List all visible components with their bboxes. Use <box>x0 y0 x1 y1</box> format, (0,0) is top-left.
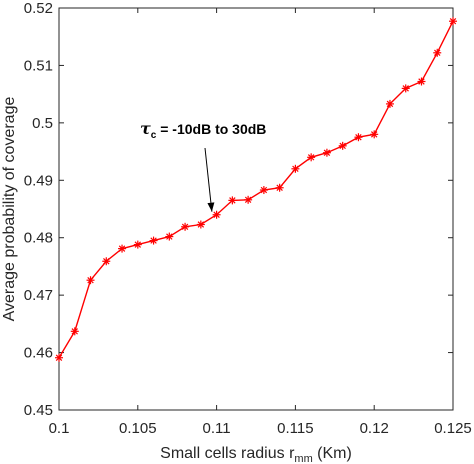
data-point-marker <box>401 84 410 93</box>
data-point-marker <box>433 48 442 57</box>
x-tick-label: 0.125 <box>434 420 472 437</box>
x-axis-label-subscript: mm <box>294 453 312 464</box>
data-point-marker <box>244 195 253 204</box>
x-tick-label: 0.1 <box>49 420 70 437</box>
x-axis-label: Small cells radius rmm (Km) <box>160 445 352 464</box>
x-tick-label: 0.11 <box>203 420 231 437</box>
series-line <box>58 20 454 359</box>
y-tick-label: 0.47 <box>24 287 53 304</box>
data-point-marker <box>307 153 316 162</box>
series-group <box>55 17 457 362</box>
y-tick-label: 0.46 <box>24 345 53 362</box>
y-tick-label: 0.45 <box>24 402 53 419</box>
axes-box <box>58 7 454 411</box>
data-point-marker <box>165 232 174 241</box>
data-point-marker <box>417 77 426 86</box>
data-point-marker <box>259 186 268 195</box>
data-point-marker <box>196 220 205 229</box>
data-point-marker <box>338 141 347 150</box>
data-point-marker <box>149 236 158 245</box>
data-point-marker <box>55 353 63 362</box>
data-point-marker <box>354 133 363 142</box>
data-point-marker <box>228 196 237 205</box>
annotation-arrow-line <box>204 147 213 212</box>
y-axis-ticks: 0.45 0.46 0.47 0.48 0.49 0.5 0.51 0.52 <box>24 0 453 419</box>
data-point-marker <box>291 164 300 173</box>
data-point-marker <box>449 17 457 26</box>
y-axis-label: Average probability of coverage <box>1 97 18 322</box>
data-point-marker <box>322 148 331 157</box>
x-tick-label: 0.12 <box>360 420 389 437</box>
y-tick-label: 0.5 <box>32 115 53 132</box>
data-point-marker <box>370 130 379 139</box>
data-point-marker <box>212 210 221 219</box>
x-axis-ticks: 0.1 0.105 0.11 0.115 0.12 0.125 <box>49 8 472 437</box>
x-tick-label: 0.105 <box>119 420 157 437</box>
data-point-marker <box>86 276 95 285</box>
x-tick-label: 0.115 <box>277 420 313 437</box>
data-point-marker <box>385 99 394 108</box>
annotation-label: τc = -10dB to 30dB <box>140 119 266 141</box>
y-tick-label: 0.48 <box>24 230 53 247</box>
data-point-marker <box>118 244 127 253</box>
x-axis-label-main: Small cells radius r <box>160 445 295 462</box>
data-point-marker <box>102 257 111 266</box>
data-point-marker <box>181 222 190 231</box>
y-tick-label: 0.51 <box>24 57 53 74</box>
x-axis-label-unit: (Km) <box>313 445 352 462</box>
annotation: τc = -10dB to 30dB <box>140 119 266 212</box>
annotation-subscript: c <box>151 130 157 141</box>
data-point-marker <box>70 327 79 336</box>
y-tick-label: 0.52 <box>24 0 53 17</box>
y-tick-label: 0.49 <box>24 172 53 189</box>
annotation-text: = -10dB to 30dB <box>156 121 266 137</box>
annotation-symbol: τ <box>140 119 151 138</box>
data-point-marker <box>133 240 142 249</box>
annotation-arrow-head <box>207 202 215 212</box>
plot-area: 0.1 0.105 0.11 0.115 0.12 0.125 0.450.460.470… <box>24 0 472 437</box>
data-point-marker <box>275 183 284 192</box>
